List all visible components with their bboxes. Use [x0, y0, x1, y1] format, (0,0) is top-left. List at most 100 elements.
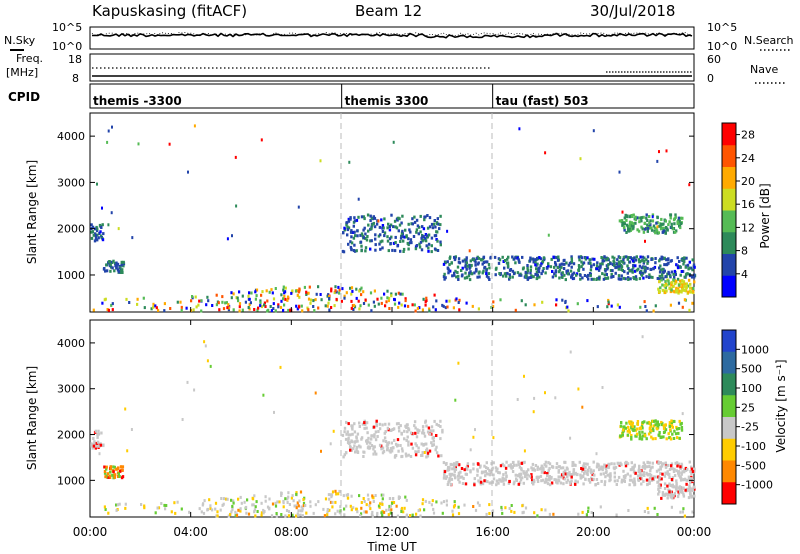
scatter-cell: [681, 412, 684, 416]
scatter-cell: [232, 292, 235, 296]
scatter-cell: [577, 269, 581, 273]
scatter-cell: [109, 467, 112, 471]
scatter-cell: [658, 279, 661, 283]
scatter-cell: [648, 276, 651, 279]
scatter-cell: [653, 226, 657, 230]
scatter-cell: [190, 299, 193, 303]
scatter-cell: [662, 257, 666, 261]
scatter-cell: [614, 465, 618, 469]
scatter-cell: [362, 290, 365, 294]
scatter-cell: [518, 273, 521, 277]
scatter-cell: [270, 288, 273, 292]
scatter-cell: [441, 511, 444, 515]
scatter-cell: [639, 472, 642, 476]
scatter-cell: [683, 275, 686, 279]
scatter-cell: [446, 305, 449, 309]
scatter-cell: [643, 266, 647, 270]
scatter-cell: [679, 478, 683, 482]
scatter-cell: [625, 421, 628, 425]
scatter-cell: [531, 462, 535, 466]
scatter-cell: [574, 479, 577, 483]
scatter-cell: [486, 472, 490, 476]
scatter-cell: [595, 478, 599, 481]
scatter-cell: [683, 477, 687, 481]
scatter-cell: [646, 465, 649, 469]
noise-left-tick-top: 10^5: [52, 21, 82, 34]
scatter-cell: [226, 306, 229, 310]
scatter-cell: [638, 433, 642, 437]
scatter-cell: [282, 308, 285, 312]
scatter-cell: [673, 279, 676, 282]
scatter-cell: [274, 501, 277, 505]
scatter-cell: [195, 305, 198, 309]
scatter-cell: [667, 257, 670, 261]
scatter-cell: [629, 256, 632, 260]
scatter-cell: [338, 489, 341, 493]
scatter-cell: [664, 471, 667, 475]
y-tick-label: 4000: [57, 130, 85, 143]
scatter-cell: [439, 437, 442, 441]
scatter-cell: [652, 309, 655, 313]
scatter-cell: [534, 272, 537, 276]
scatter-cell: [300, 304, 303, 308]
scatter-cell: [366, 235, 369, 238]
scatter-cell: [531, 481, 534, 485]
scatter-cell: [539, 474, 543, 478]
scatter-cell: [592, 460, 595, 464]
scatter-cell: [567, 309, 570, 313]
scatter-cell: [350, 448, 353, 452]
scatter-cell: [376, 297, 379, 301]
scatter-cell: [444, 276, 447, 280]
scatter-cell: [395, 422, 399, 426]
scatter-cell: [430, 425, 434, 429]
scatter-cell: [658, 277, 662, 281]
scatter-cell: [536, 262, 539, 266]
scatter-cell: [639, 426, 642, 430]
scatter-cell: [581, 276, 584, 280]
scatter-cell: [206, 507, 209, 511]
scatter-cell: [595, 267, 599, 271]
scatter-cell: [388, 225, 391, 228]
scatter-cell: [363, 217, 366, 221]
scatter-cell: [658, 150, 660, 154]
scatter-cell: [504, 471, 508, 475]
scatter-cell: [566, 475, 569, 479]
scatter-cell: [620, 274, 623, 278]
scatter-cell: [584, 469, 587, 473]
scatter-cell: [617, 260, 621, 264]
scatter-cell: [518, 475, 522, 479]
scatter-cell: [552, 512, 555, 516]
scatter-cell: [346, 493, 350, 497]
scatter-cell: [307, 297, 311, 301]
scatter-cell: [693, 485, 696, 489]
scatter-cell: [372, 215, 375, 219]
scatter-cell: [594, 483, 597, 487]
scatter-cell: [629, 474, 632, 478]
scatter-cell: [545, 480, 548, 484]
scatter-cell: [626, 223, 629, 227]
scatter-cell: [404, 299, 407, 303]
scatter-cell: [434, 308, 437, 312]
scatter-cell: [551, 465, 555, 469]
scatter-cell: [285, 509, 289, 512]
scatter-cell: [668, 490, 671, 494]
scatter-cell: [669, 213, 673, 217]
scatter-cell: [227, 514, 230, 518]
scatter-cell: [303, 285, 306, 289]
scatter-cell: [670, 259, 673, 263]
scatter-cell: [530, 475, 533, 479]
scatter-cell: [493, 255, 497, 259]
scatter-cell: [499, 478, 502, 482]
scatter-cell: [673, 420, 676, 423]
scatter-cell: [111, 260, 114, 264]
scatter-cell: [555, 480, 558, 484]
scatter-cell: [430, 236, 434, 240]
scatter-cell: [520, 299, 523, 303]
scatter-cell: [524, 303, 527, 307]
colorbar-tick-label: 28: [741, 129, 755, 142]
scatter-cell: [641, 227, 644, 231]
scatter-cell: [570, 473, 573, 476]
scatter-cell: [513, 480, 516, 484]
scatter-cell: [290, 291, 293, 295]
scatter-cell: [500, 505, 503, 509]
